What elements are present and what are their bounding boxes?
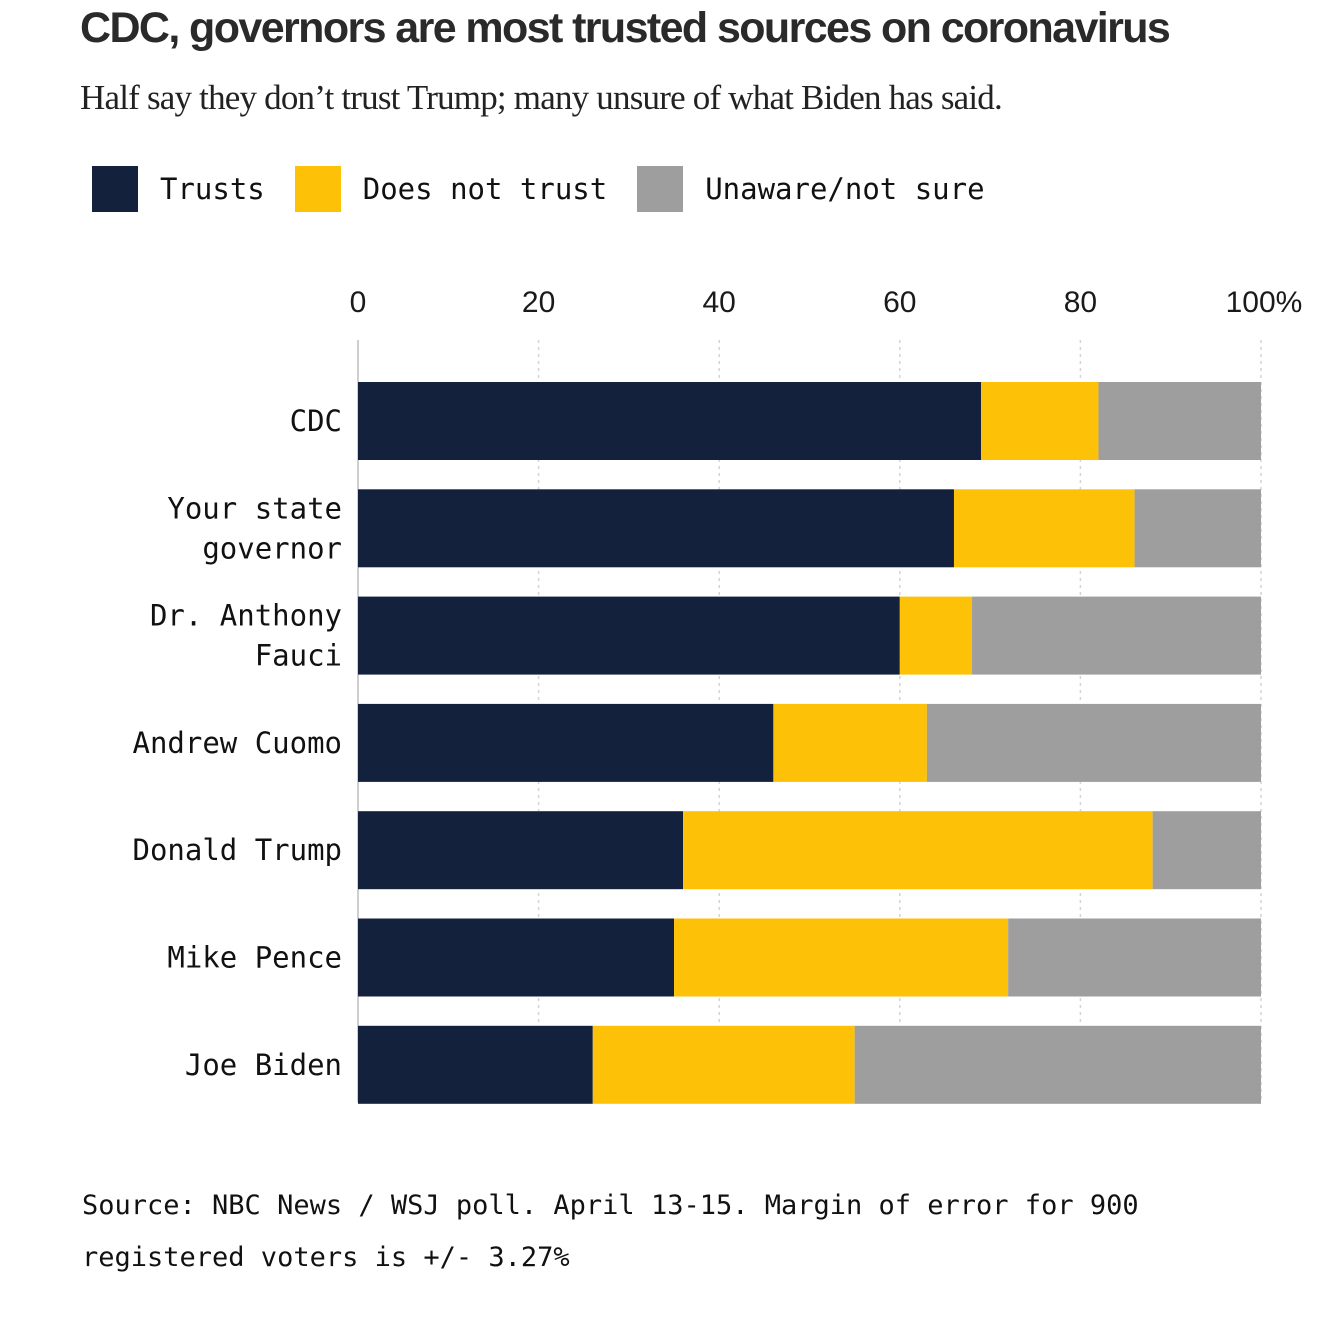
- bar-does-not-trust-dr-anthony-fauci: [899, 596, 973, 675]
- legend-item-unaware: Unaware/not sure: [637, 166, 985, 212]
- bar-trusts-mike-pence: [358, 918, 675, 997]
- bar-trusts-your-state-governor: [358, 489, 954, 568]
- legend-label-trusts: Trusts: [160, 172, 265, 206]
- bar-unaware-not-sure-your-state-governor: [1134, 489, 1261, 568]
- legend-item-does-not-trust: Does not trust: [294, 166, 608, 212]
- bar-trusts-donald-trump: [358, 811, 684, 890]
- bar-does-not-trust-joe-biden: [592, 1025, 855, 1104]
- bar-trusts-andrew-cuomo: [358, 703, 774, 782]
- source-note: Source: NBC News / WSJ poll. April 13-15…: [82, 1190, 1139, 1273]
- x-tick-label: 0: [350, 286, 367, 319]
- y-axis-labels: CDC Your state governor Dr. Anthony Fauci And…: [132, 404, 342, 1082]
- bar-does-not-trust-andrew-cuomo: [773, 703, 927, 782]
- bar-trusts-cdc: [358, 382, 982, 460]
- bar-unaware-not-sure-donald-trump: [1152, 811, 1261, 890]
- legend-swatch-does-not-trust: [294, 166, 341, 212]
- x-tick-label: 100%: [1226, 286, 1303, 319]
- bar-trusts-joe-biden: [358, 1025, 593, 1104]
- bar-unaware-not-sure-dr-anthony-fauci: [972, 596, 1261, 675]
- legend-swatch-trusts: [92, 166, 138, 212]
- bar-unaware-not-sure-joe-biden: [854, 1025, 1261, 1104]
- y-label-mike-pence: Mike Pence: [167, 941, 342, 975]
- y-label-line: Joe Biden: [185, 1048, 342, 1082]
- legend-swatch-unaware: [637, 166, 684, 212]
- bar-does-not-trust-mike-pence: [674, 918, 1009, 997]
- bar-unaware-not-sure-cdc: [1098, 382, 1261, 460]
- legend-item-trusts: Trusts: [92, 166, 265, 212]
- bars: [358, 382, 1261, 1104]
- y-label-joe-biden: Joe Biden: [185, 1048, 342, 1082]
- bar-does-not-trust-donald-trump: [683, 811, 1153, 890]
- y-label-andrew-cuomo: Andrew Cuomo: [132, 726, 342, 760]
- y-label-line: Mike Pence: [167, 941, 342, 975]
- x-tick-label: 20: [522, 286, 555, 319]
- y-label-line: Donald Trump: [132, 833, 342, 867]
- y-label-donald-trump: Donald Trump: [132, 833, 342, 867]
- legend: Trusts Does not trust Unaware/not sure: [92, 166, 1015, 212]
- bar-trusts-dr-anthony-fauci: [358, 596, 900, 675]
- y-label-line: CDC: [290, 404, 342, 438]
- x-tick-label: 40: [703, 286, 736, 319]
- x-axis-ticks: 0 20 40 60 80 100%: [350, 286, 1303, 319]
- legend-label-unaware: Unaware/not sure: [705, 172, 985, 206]
- bar-does-not-trust-your-state-governor: [953, 489, 1135, 568]
- x-tick-label: 60: [883, 286, 916, 319]
- bar-does-not-trust-cdc: [981, 382, 1099, 460]
- chart-subtitle: Half say they don’t trust Trump; many un…: [80, 78, 1003, 117]
- bar-unaware-not-sure-mike-pence: [1008, 918, 1261, 997]
- y-label-your-state-governor: Your state governor: [167, 491, 342, 565]
- stacked-bar-chart: 0 20 40 60 80 100% CDC Your state governor Dr. A…: [132, 286, 1303, 1104]
- y-label-line: Your state: [167, 491, 342, 525]
- y-label-line: Andrew Cuomo: [132, 726, 342, 760]
- y-label-line: governor: [202, 531, 342, 565]
- chart-title: CDC, governors are most trusted sources …: [80, 4, 1171, 52]
- y-label-dr-anthony-fauci: Dr. Anthony Fauci: [150, 599, 342, 673]
- y-label-cdc: CDC: [290, 404, 342, 438]
- x-tick-label: 80: [1064, 286, 1097, 319]
- legend-label-does-not-trust: Does not trust: [362, 172, 608, 206]
- y-label-line: Fauci: [255, 639, 342, 673]
- bar-unaware-not-sure-andrew-cuomo: [926, 703, 1261, 782]
- y-label-line: Dr. Anthony: [150, 599, 342, 633]
